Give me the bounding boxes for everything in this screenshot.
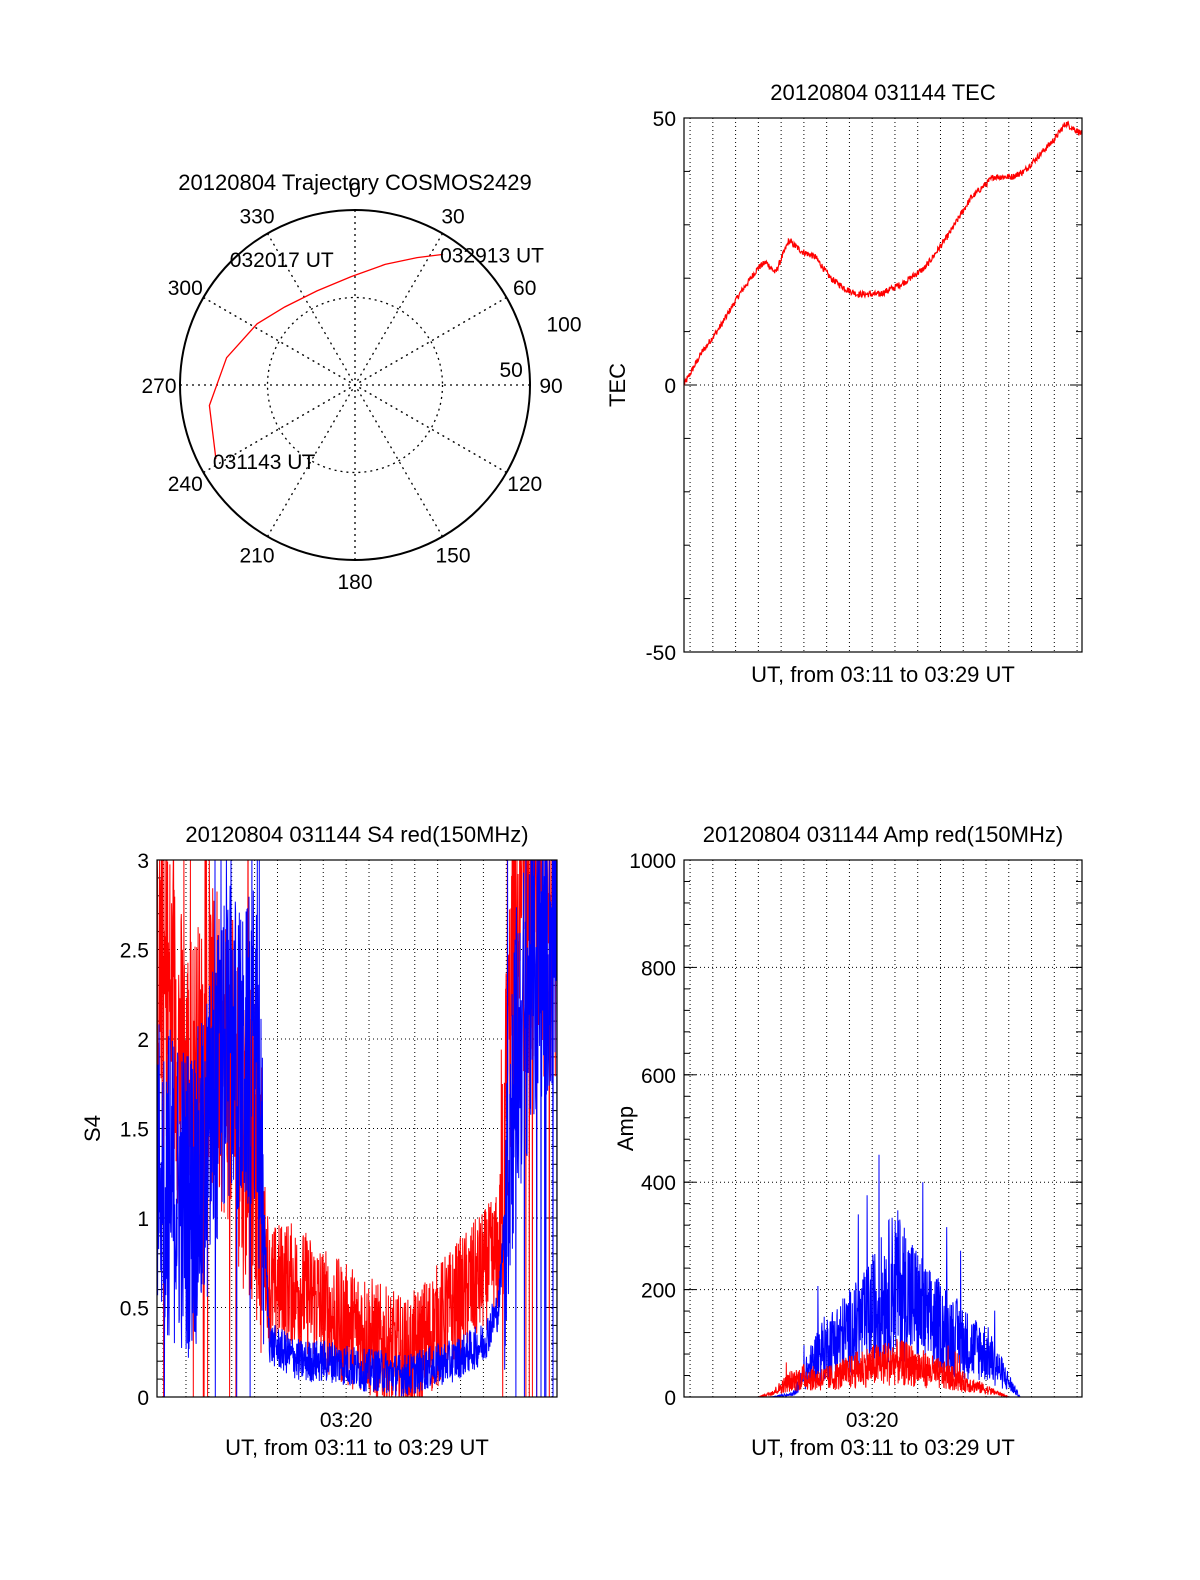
y-tick-label: 0 <box>664 375 676 398</box>
s4-plot: 20120804 031144 S4 red(150MHz) 0 0.5 1 1.5 2 2… <box>80 822 558 1460</box>
trajectory-time-label: 032017 UT <box>230 249 334 272</box>
polar-angle-label: 30 <box>441 205 464 228</box>
plot-title: 20120804 031144 S4 red(150MHz) <box>185 822 528 847</box>
polar-radius-label: 50 <box>499 359 522 382</box>
x-axis-label: UT, from 03:11 to 03:29 UT <box>751 1435 1015 1460</box>
plot-frame <box>683 117 1083 653</box>
x-tick-label: 03:20 <box>846 1409 899 1432</box>
polar-angle-label: 180 <box>337 571 372 594</box>
polar-angle-label: 300 <box>168 277 203 300</box>
polar-angle-label: 150 <box>435 545 470 568</box>
amp-plot: 20120804 031144 Amp red(150MHz) 0 200 400 60… <box>613 822 1083 1460</box>
y-tick-label: -50 <box>646 642 676 665</box>
polar-spoke <box>266 233 444 537</box>
trajectory-time-label: 031143 UT <box>213 451 316 474</box>
data-series-line <box>156 859 558 1398</box>
y-tick-label: 0 <box>137 1387 149 1410</box>
y-axis-label: Amp <box>613 1106 638 1151</box>
y-axis-label: TEC <box>605 363 630 407</box>
data-series-line <box>684 1338 1082 1399</box>
y-tick-label: 0 <box>664 1387 676 1410</box>
trajectory-line <box>208 253 444 459</box>
y-tick-label: 2.5 <box>120 940 149 963</box>
polar-angle-label: 330 <box>239 205 274 228</box>
y-tick-label: 0.5 <box>120 1298 149 1321</box>
plot-frame <box>156 859 558 1398</box>
y-tick-label: 400 <box>641 1172 676 1195</box>
y-tick-label: 800 <box>641 957 676 980</box>
polar-angle-label: 270 <box>141 375 176 398</box>
polar-angle-label: 210 <box>239 545 274 568</box>
polar-angle-label: 60 <box>513 277 536 300</box>
plot-title: 20120804 031144 Amp red(150MHz) <box>703 822 1063 847</box>
polar-inner-circle <box>266 296 444 474</box>
y-tick-label: 200 <box>641 1280 676 1303</box>
y-tick-label: 1000 <box>629 850 676 873</box>
plot-title: 20120804 031144 TEC <box>770 80 996 105</box>
y-tick-label: 3 <box>137 850 149 873</box>
polar-angle-label: 240 <box>168 473 203 496</box>
polar-angle-label: 120 <box>507 473 542 496</box>
x-tick-label: 03:20 <box>320 1409 373 1432</box>
polar-angle-label: 0 <box>349 179 361 202</box>
y-tick-label: 600 <box>641 1065 676 1088</box>
polar-title: 20120804 Trajectory COSMOS2429 <box>178 170 531 195</box>
tec-plot: 20120804 031144 TEC -50 0 50 UT, from 03:11 … <box>605 80 1083 687</box>
y-tick-label: 2 <box>137 1029 149 1052</box>
y-tick-label: 1.5 <box>120 1119 149 1142</box>
plot-frame <box>683 859 1083 1398</box>
data-series-line <box>683 120 1083 386</box>
x-axis-label: UT, from 03:11 to 03:29 UT <box>751 662 1015 687</box>
x-axis-label: UT, from 03:11 to 03:29 UT <box>225 1435 489 1460</box>
y-tick-label: 50 <box>653 108 676 131</box>
y-tick-label: 1 <box>137 1208 149 1231</box>
y-axis-label: S4 <box>80 1115 105 1142</box>
polar-angle-label: 90 <box>539 375 562 398</box>
trajectory-time-label: 032913 UT <box>440 244 544 267</box>
polar-radius-label: 100 <box>547 314 582 337</box>
